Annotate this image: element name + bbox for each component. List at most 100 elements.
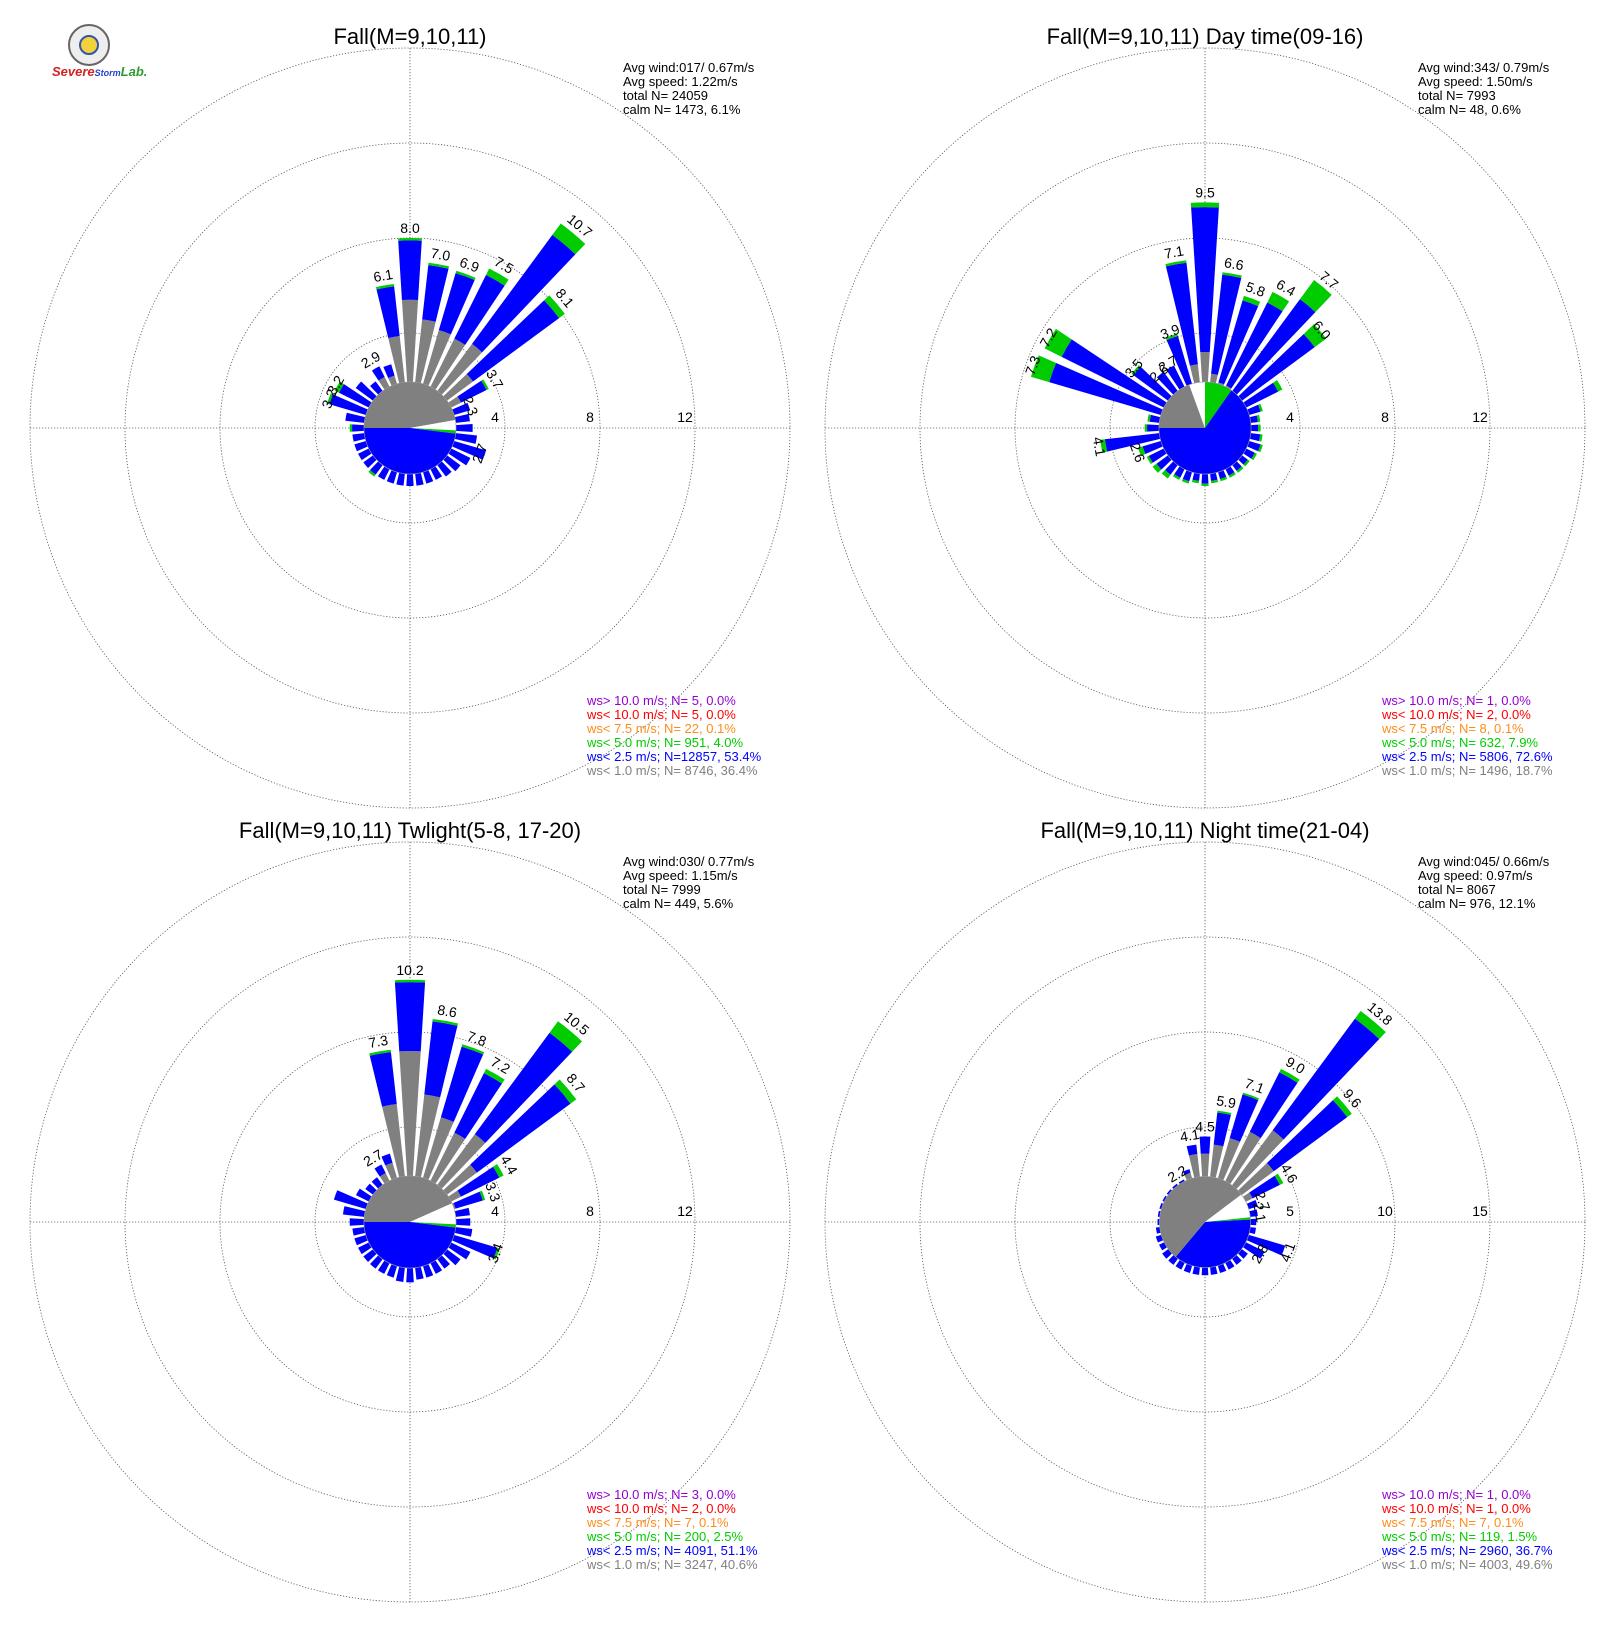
bar-segment-blue (349, 1218, 365, 1226)
bar-segment-blue (1217, 1263, 1227, 1274)
bar-segment-green (1222, 272, 1242, 278)
bar-segment-blue (1156, 371, 1178, 395)
legend-entry: ws< 10.0 m/s; N= 1, 0.0% (1381, 1501, 1531, 1516)
bar-segment-blue (1182, 470, 1192, 482)
bar-segment-green (483, 1068, 505, 1084)
bar-segment-blue (1166, 1189, 1172, 1195)
bar-label: 7.3 (367, 1032, 389, 1051)
bar-segment-blue (377, 466, 390, 480)
bar-segment-blue (1182, 1169, 1191, 1175)
bar-segment-gray (415, 1094, 441, 1178)
bar-segment-blue (352, 1227, 366, 1236)
wind-rose-panel-4: 5 10 15 Fall(M=9,10,11) Night time(21-04) 4.… (824, 818, 1586, 1603)
bar-segment-green (1303, 324, 1327, 348)
legend-entry: ws< 10.0 m/s; N= 2, 0.0% (586, 1501, 736, 1516)
bar-segment-green (1332, 1096, 1352, 1118)
bar-segment-blue (415, 472, 424, 486)
bar-label: 3.9 (1158, 321, 1182, 343)
bar-segment-blue (377, 1260, 390, 1274)
bar-segment-blue (454, 1227, 473, 1237)
bar-segment-blue (457, 380, 487, 403)
bar-segment-blue (1157, 1219, 1160, 1225)
bar-segment-green (1259, 434, 1263, 442)
bar-segment-blue (1218, 470, 1227, 480)
bar-segment-green (1044, 328, 1072, 357)
bar-segment-blue (369, 1052, 397, 1107)
bar-segment-blue (1210, 1266, 1218, 1275)
bar-segment-gray (379, 1173, 390, 1184)
bar-label: 6.6 (1223, 254, 1245, 273)
bar-segment-green (1190, 202, 1220, 208)
bar-segment-green (1165, 260, 1187, 267)
bar-segment-gray (430, 338, 466, 390)
bar-label: 7.8 (465, 1028, 489, 1050)
bar-segment-blue (352, 424, 365, 432)
bar-segment-blue (1226, 302, 1283, 389)
bar-segment-blue (452, 441, 487, 460)
bar-segment-blue (1229, 1094, 1259, 1142)
legend-entry: ws< 10.0 m/s; N= 2, 0.0% (1381, 707, 1531, 722)
bar-segment-blue (1166, 335, 1192, 386)
bar-segment-green (1267, 291, 1290, 312)
bar-segment-blue (355, 1188, 372, 1202)
bar-segment-green (1172, 474, 1181, 480)
bar-segment-blue (1155, 1227, 1161, 1234)
ring-label: 5 (1286, 1203, 1294, 1219)
bar-segment-blue (1168, 1255, 1178, 1265)
bar-label: 3.4 (484, 1241, 506, 1265)
bar-segment-gray (423, 330, 451, 386)
bar-segment-blue (1249, 1175, 1280, 1199)
center-pie-none (410, 1203, 457, 1225)
bar-segment-gray (1232, 1130, 1284, 1189)
bar-label: 2.7 (1252, 1189, 1274, 1213)
bar-segment-blue (1147, 424, 1160, 432)
logo-text: SevereStormLab. (52, 64, 148, 79)
bar-segment-blue (395, 1266, 405, 1282)
center-pie-ws_lt1 (363, 381, 456, 428)
bar-segment-green (481, 379, 489, 390)
bar-segment-green (428, 262, 450, 269)
bar-segment-green (1299, 280, 1332, 313)
bar-label: 8.6 (436, 1001, 458, 1020)
bar-segment-blue (438, 273, 475, 335)
bar-segment-blue (1166, 365, 1185, 390)
legend-entry: ws< 5.0 m/s; N= 200, 2.5% (586, 1529, 744, 1544)
bar-segment-blue (352, 433, 366, 442)
bar-segment-green (1152, 463, 1162, 473)
bar-segment-blue (363, 455, 377, 468)
legend-entry: ws< 7.5 m/s; N= 7, 0.1% (586, 1515, 729, 1530)
bar-segment-blue (1246, 1234, 1286, 1256)
ring-label: 4 (491, 1203, 499, 1219)
legend-entry: ws< 1.0 m/s; N= 8746, 36.4% (586, 763, 758, 778)
bar-segment-blue (448, 448, 471, 466)
bar-segment-gray (443, 373, 474, 401)
bar-label: 2.7 (469, 441, 491, 465)
bar-segment-gray (437, 1134, 486, 1189)
bar-segment-blue (1211, 274, 1242, 375)
bar-label: 8.0 (400, 220, 420, 236)
bar-segment-blue (448, 1242, 471, 1260)
bar-segment-green (1279, 1068, 1300, 1083)
bar-segment-blue (1159, 1202, 1164, 1210)
bar-segment-blue (474, 1032, 573, 1143)
bar-segment-gray (388, 375, 397, 386)
bar-segment-gray (1217, 1138, 1240, 1181)
center-ring (1159, 1176, 1251, 1268)
legend-entry: ws< 2.5 m/s; N=12857, 53.4% (586, 749, 762, 764)
center-pie-ws_lt2_5 (363, 428, 456, 475)
bar-segment-blue (398, 240, 422, 300)
bar-segment-gray (1225, 1131, 1261, 1185)
bar-segment-green (398, 237, 422, 241)
bar-segment-blue (354, 1235, 368, 1246)
bar-segment-gray (1210, 1144, 1224, 1178)
legend-entry: ws< 5.0 m/s; N= 119, 1.5% (1381, 1529, 1538, 1544)
bar-label: 7.3 (1022, 353, 1044, 377)
center-pie-ws_lt5 (410, 1222, 457, 1228)
bar-segment-green (554, 1079, 577, 1104)
bar-segment-gray (415, 319, 436, 384)
bar-segment-green (1201, 483, 1209, 486)
bar-label: 5.8 (1244, 278, 1268, 300)
stats-line: calm N= 449, 5.6% (623, 896, 734, 911)
stats-line: calm N= 1473, 6.1% (623, 102, 741, 117)
